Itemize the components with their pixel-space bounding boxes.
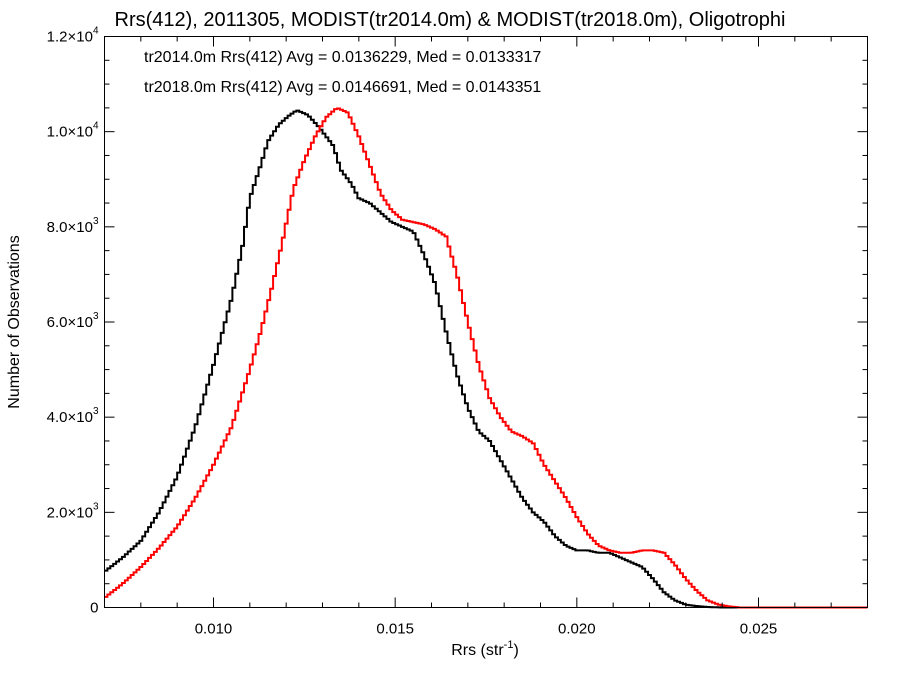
y-tick-label: 1.0×104 <box>47 121 99 141</box>
x-axis-label: Rrs (str-1) <box>451 639 519 659</box>
y-tick-exponent: 3 <box>93 406 99 417</box>
legend-entry-2: tr2018.0m Rrs(412) Avg = 0.0146691, Med … <box>144 79 541 96</box>
legend: tr2014.0m Rrs(412) Avg = 0.0136229, Med … <box>144 49 541 96</box>
y-tick-exponent: 3 <box>93 216 99 227</box>
plot-frame <box>104 36 868 608</box>
x-tick-label: 0.015 <box>376 621 414 638</box>
legend-entry-1: tr2014.0m Rrs(412) Avg = 0.0136229, Med … <box>144 49 541 66</box>
y-axis: 02.0×1034.0×1036.0×1038.0×1031.0×1041.2×… <box>47 26 868 617</box>
x-tick-label: 0.025 <box>740 621 778 638</box>
y-tick-mantissa: 8.0×10 <box>47 219 93 236</box>
y-tick-label: 1.2×104 <box>47 26 99 46</box>
y-tick-mantissa: 1.2×10 <box>47 29 93 46</box>
y-tick-mantissa: 2.0×10 <box>47 504 93 521</box>
y-tick-mantissa: 6.0×10 <box>47 314 93 331</box>
y-tick-mantissa: 1.0×10 <box>47 124 93 141</box>
y-tick-exponent: 4 <box>93 26 99 37</box>
y-tick-label: 0 <box>90 600 98 617</box>
y-tick-exponent: 3 <box>93 501 99 512</box>
y-axis-label: Number of Observations <box>6 235 23 408</box>
x-tick-label: 0.020 <box>558 621 596 638</box>
y-tick-mantissa: 4.0×10 <box>47 409 93 426</box>
y-tick-label: 2.0×103 <box>47 501 99 521</box>
x-axis: 0.010 0.015 0.020 0.025 <box>104 36 868 638</box>
x-axis-label-sup: -1 <box>504 639 514 651</box>
y-tick-exponent: 3 <box>93 311 99 322</box>
y-tick-label: 8.0×103 <box>47 216 99 236</box>
x-axis-label-close: ) <box>513 642 518 659</box>
series-layer <box>104 107 868 609</box>
chart-title: Rrs(412), 2011305, MODIST(tr2014.0m) & M… <box>115 9 786 31</box>
x-axis-label-main: Rrs (str <box>451 642 504 659</box>
y-tick-mantissa: 0 <box>90 600 98 617</box>
y-tick-exponent: 4 <box>93 121 99 132</box>
y-tick-label: 4.0×103 <box>47 406 99 426</box>
series-line-2 <box>104 107 868 609</box>
y-tick-label: 6.0×103 <box>47 311 99 331</box>
x-tick-label: 0.010 <box>195 621 233 638</box>
series-line-1 <box>104 109 868 609</box>
